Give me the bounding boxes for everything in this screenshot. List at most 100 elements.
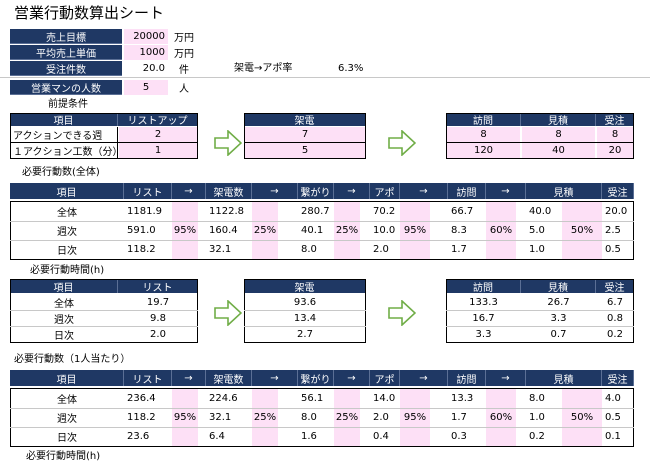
total-value: 70.2 bbox=[373, 206, 396, 217]
time-call-value: 13.4 bbox=[293, 312, 317, 324]
premise-visit-value: 8 bbox=[522, 127, 595, 142]
total-rate: 95% bbox=[172, 202, 198, 259]
flow-arrow-icon bbox=[388, 130, 416, 156]
time-visit-value: 6.7 bbox=[607, 296, 623, 308]
time-visit-value: 16.7 bbox=[472, 312, 495, 324]
total-row-label: 全体 bbox=[57, 208, 77, 219]
per_person-value: 224.6 bbox=[209, 393, 238, 404]
total-rate: 25% bbox=[252, 202, 278, 259]
per_person-value: 2.0 bbox=[373, 412, 389, 423]
premise-call-value: 7 bbox=[245, 127, 365, 142]
total-value: 10.0 bbox=[373, 225, 396, 236]
row-divider bbox=[446, 310, 634, 311]
per_person-header: 項目 bbox=[10, 370, 124, 386]
per_person-value: 23.6 bbox=[127, 431, 150, 442]
time-list-value: 9.8 bbox=[150, 312, 166, 324]
per_person-value: 1.7 bbox=[451, 412, 467, 423]
time-visit-value: 26.7 bbox=[547, 296, 570, 308]
total-rate: 50% bbox=[562, 202, 602, 259]
per_person-row-label: 日次 bbox=[57, 433, 77, 444]
premise-item-header: 項目 bbox=[10, 113, 118, 127]
per_person-value: 32.1 bbox=[209, 412, 232, 423]
summary-unit: 人 bbox=[179, 84, 189, 95]
rate-value: 6.3% bbox=[338, 63, 364, 74]
per_person-value: 236.4 bbox=[127, 393, 156, 404]
total-value: 160.4 bbox=[209, 225, 238, 236]
total-value: 20.0 bbox=[605, 206, 628, 217]
per_person-box bbox=[10, 388, 634, 447]
summary-unit: 件 bbox=[179, 65, 189, 76]
per_person-header: 繋がり bbox=[298, 370, 334, 386]
row-divider bbox=[10, 240, 634, 241]
row-divider bbox=[10, 408, 634, 409]
total-header: 見積 bbox=[526, 183, 602, 199]
premise-visit-value: 40 bbox=[522, 143, 595, 158]
per_person-value: 0.4 bbox=[373, 431, 389, 442]
time-list-value: 19.7 bbox=[146, 296, 170, 308]
summary-label: 受注件数 bbox=[10, 61, 122, 76]
time-visit-value: 0.7 bbox=[550, 328, 567, 340]
per_person-header: 訪問 bbox=[448, 370, 486, 386]
flow-arrow-icon bbox=[214, 130, 242, 156]
premise-list-value: 2 bbox=[119, 127, 197, 142]
per_person-value: 0.1 bbox=[605, 431, 621, 442]
time-title: 必要行動時間(h) bbox=[30, 265, 105, 276]
time-row-label: 日次 bbox=[54, 330, 74, 342]
total-header: 項目 bbox=[10, 183, 124, 199]
total-header: アポ bbox=[370, 183, 400, 199]
total-rate: 60% bbox=[486, 202, 516, 259]
time-call-value: 93.6 bbox=[293, 296, 317, 308]
per_person-rate: 50% bbox=[562, 389, 602, 446]
per_person-header: → bbox=[486, 370, 526, 386]
total-header: → bbox=[334, 183, 370, 199]
row-divider bbox=[244, 310, 366, 311]
total-row-label: 週次 bbox=[57, 227, 77, 238]
summary-value: 5 bbox=[124, 80, 168, 95]
per_person-row-label: 週次 bbox=[57, 414, 77, 425]
premise-call-value: 5 bbox=[245, 143, 365, 158]
per_person-header: → bbox=[400, 370, 448, 386]
per_person-value: 0.5 bbox=[605, 412, 621, 423]
per_person-header: アポ bbox=[370, 370, 400, 386]
total-value: 280.7 bbox=[301, 206, 330, 217]
premise-list-value: 1 bbox=[119, 143, 197, 158]
time-item-header: 項目 bbox=[10, 279, 118, 294]
time-list-value: 2.0 bbox=[150, 328, 166, 340]
total-header: 架電数 bbox=[206, 183, 252, 199]
total-value: 1122.8 bbox=[209, 206, 244, 217]
premise-visit-value: 20 bbox=[597, 143, 633, 158]
separator bbox=[0, 77, 650, 78]
total-value: 1.7 bbox=[451, 244, 467, 255]
time-left-box bbox=[10, 279, 198, 343]
per_person-row-label: 全体 bbox=[57, 395, 77, 406]
time-visit-value: 133.3 bbox=[469, 296, 498, 308]
summary-label: 営業マンの人数 bbox=[10, 80, 122, 95]
per_person-rate: 25% bbox=[334, 389, 360, 446]
total-value: 1181.9 bbox=[127, 206, 162, 217]
summary-label: 売上目標 bbox=[10, 29, 122, 44]
summary-unit: 万円 bbox=[174, 33, 194, 44]
row-divider bbox=[10, 326, 198, 327]
total-value: 40.1 bbox=[301, 225, 324, 236]
per_person-value: 13.3 bbox=[451, 393, 474, 404]
page-title: 営業行動数算出シート bbox=[14, 4, 165, 22]
total-title: 必要行動数(全体) bbox=[22, 167, 100, 178]
time-call-box bbox=[244, 279, 366, 343]
summary-value: 1000 bbox=[124, 45, 168, 60]
summary-value: 20000 bbox=[124, 29, 168, 44]
per_person-rate: 60% bbox=[486, 389, 516, 446]
total-header: → bbox=[486, 183, 526, 199]
premise-left-box bbox=[10, 113, 198, 159]
summary-unit: 万円 bbox=[174, 49, 194, 60]
premise-visit-value: 8 bbox=[447, 127, 520, 142]
summary-label: 平均売上単価 bbox=[10, 45, 122, 60]
total-value: 32.1 bbox=[209, 244, 232, 255]
per_person-header: 受注 bbox=[602, 370, 634, 386]
per_person-value: 118.2 bbox=[127, 412, 156, 423]
per_person-value: 8.0 bbox=[301, 412, 317, 423]
premise-row-label: １アクション工数（分） bbox=[10, 143, 123, 158]
time-visit-header: 訪問 bbox=[446, 279, 521, 294]
time-call-value: 2.7 bbox=[297, 328, 313, 340]
flow-arrow-icon bbox=[214, 300, 242, 326]
per_person-value: 0.2 bbox=[529, 431, 545, 442]
